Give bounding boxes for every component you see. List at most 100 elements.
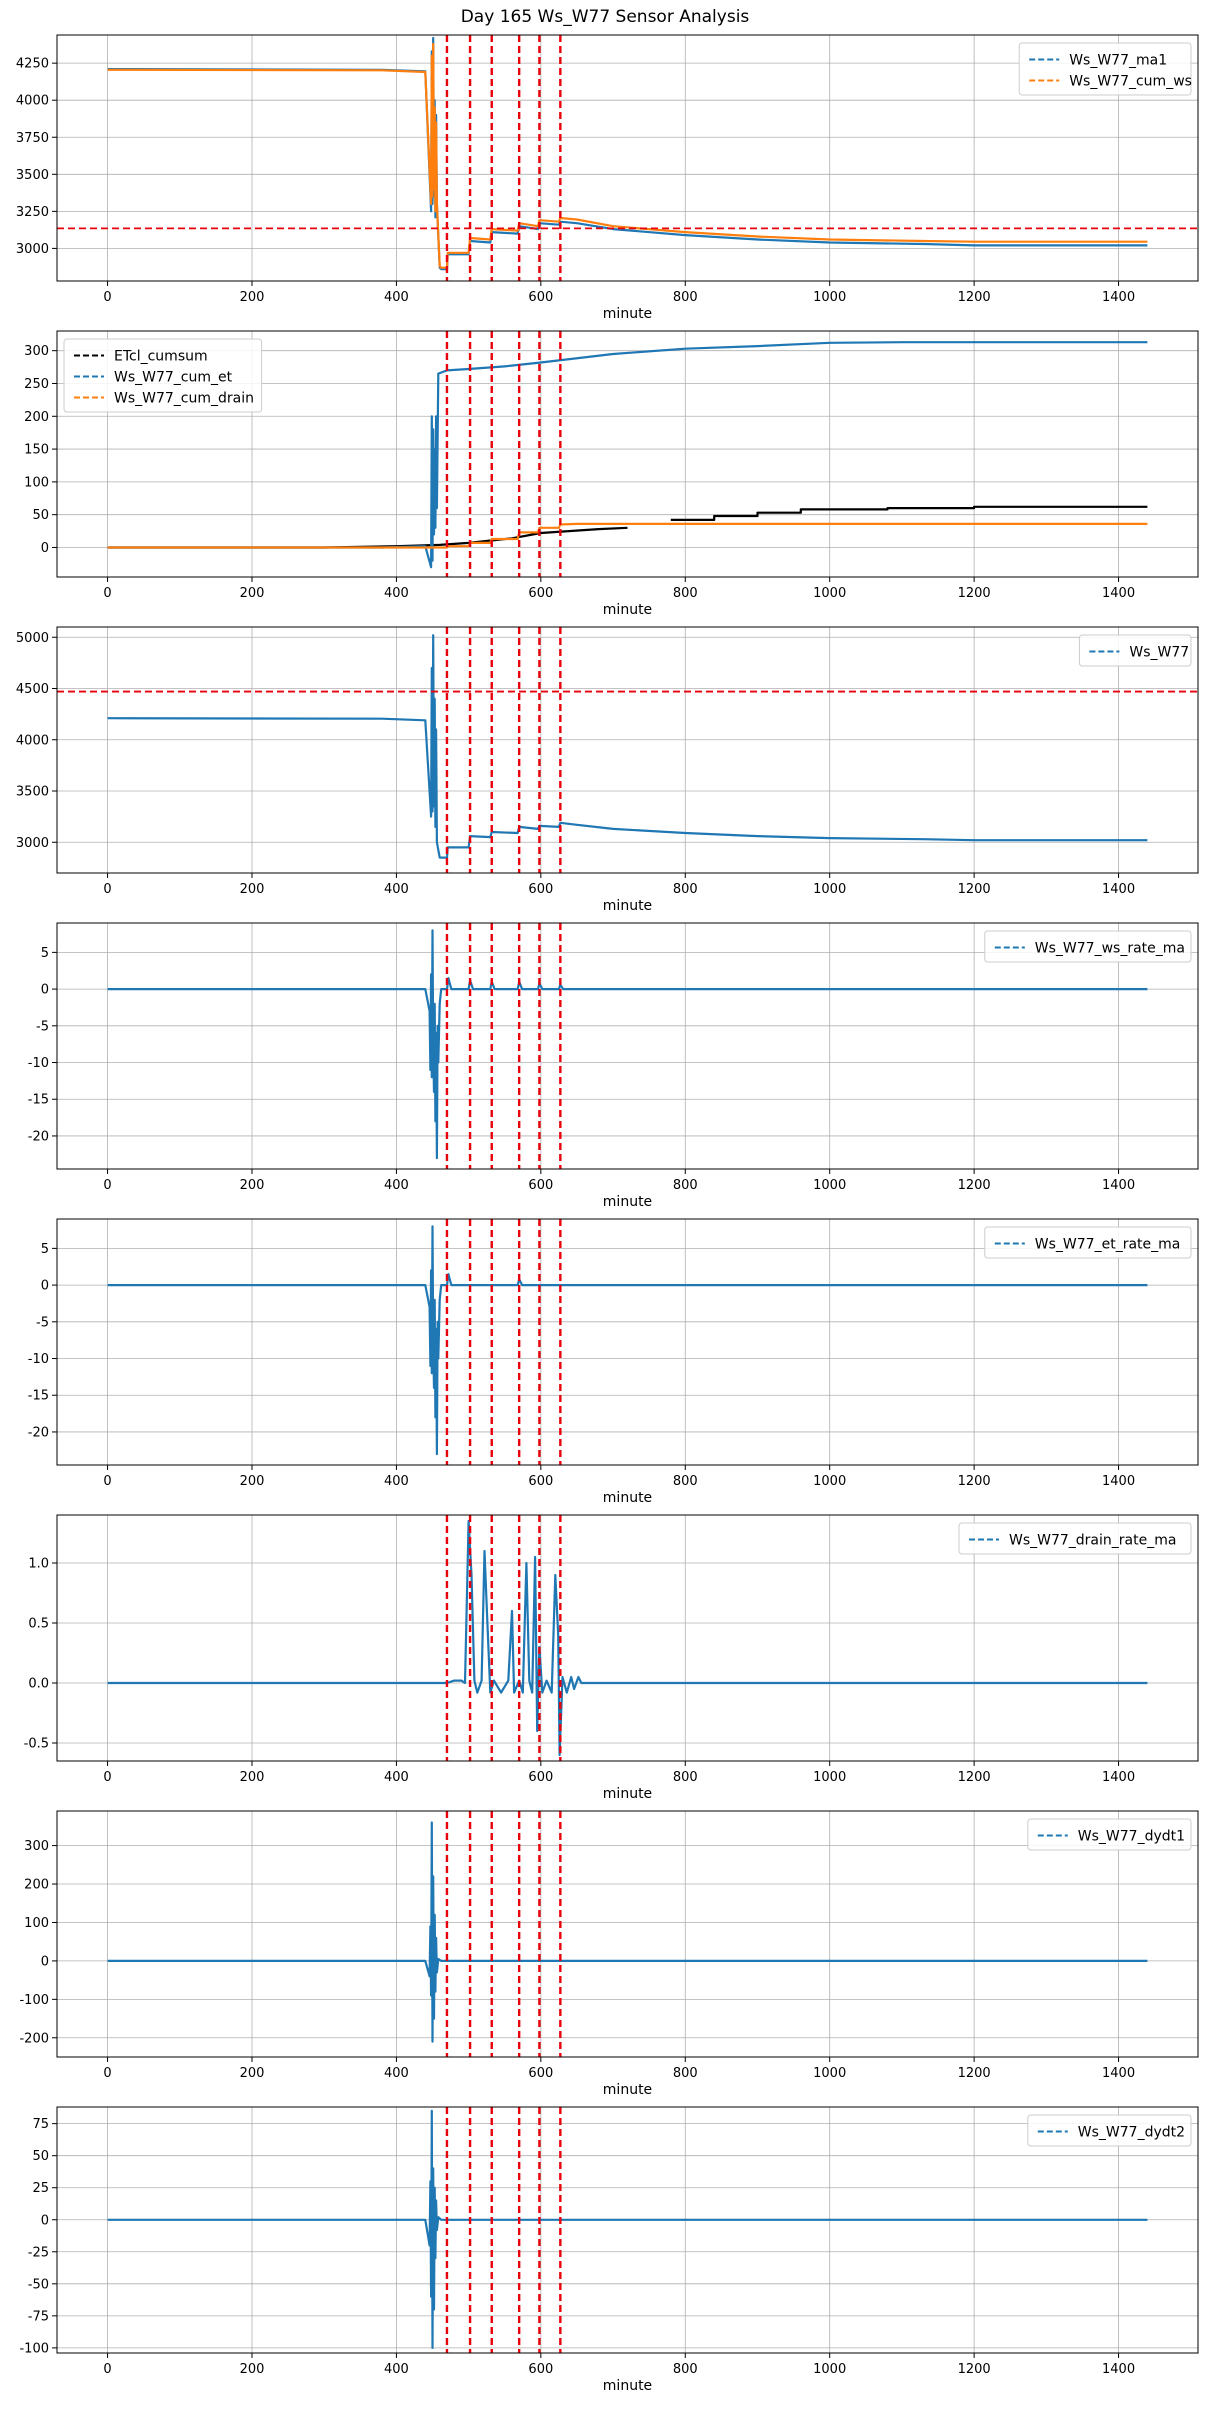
- series-line-Ws_W77_cum_et: [107, 341, 1148, 569]
- x-tick-label: 200: [240, 290, 265, 305]
- x-tick-label: 600: [528, 2066, 553, 2081]
- y-tick-label: 50: [32, 2149, 49, 2164]
- x-tick-label: 1200: [958, 2362, 991, 2377]
- chart-panel-4: 0 200 400 600 800 1000 1200 1400 5 0 -5 -10 -15 -20 mi…: [28, 922, 1199, 1210]
- y-tick-label: 200: [24, 410, 49, 425]
- x-tick-label: 800: [673, 1178, 698, 1193]
- x-tick-label: 800: [673, 2362, 698, 2377]
- plot-area: [57, 627, 1198, 873]
- legend-label: ETcl_cumsum: [114, 349, 208, 365]
- x-tick-label: 200: [240, 882, 265, 897]
- x-tick-label: 400: [384, 1770, 409, 1785]
- y-tick-label: -100: [19, 2341, 49, 2356]
- legend: Ws_W77_ws_rate_ma: [984, 930, 1192, 963]
- x-axis-label: minute: [603, 898, 652, 914]
- y-tick-label: -15: [28, 1093, 49, 1108]
- x-tick-label: 400: [384, 1178, 409, 1193]
- series-line-Ws_W77_cum_ws: [107, 42, 1148, 269]
- x-tick-label: 1200: [958, 882, 991, 897]
- y-tick-label: 0.5: [28, 1617, 49, 1632]
- chart-panel-1: 0 200 400 600 800 1000 1200 1400 3000 3250 3500 375…: [16, 34, 1199, 322]
- y-tick-label: 300: [24, 1839, 49, 1854]
- x-tick-label: 400: [384, 290, 409, 305]
- legend-box: [1027, 2114, 1192, 2147]
- y-tick-label: -20: [28, 1425, 49, 1440]
- y-tick-label: 4000: [16, 94, 49, 109]
- y-tick-label: -25: [28, 2245, 49, 2260]
- x-tick-label: 1200: [958, 1178, 991, 1193]
- series-line-Ws_W77_ma1: [107, 36, 1148, 271]
- legend-label: Ws_W77_et_rate_ma: [1035, 1237, 1181, 1253]
- x-tick-label: 0: [103, 2066, 111, 2081]
- plot-area: [107, 2107, 1148, 2353]
- x-tick-label: 800: [673, 586, 698, 601]
- x-tick-label: 200: [240, 1770, 265, 1785]
- x-tick-label: 0: [103, 1178, 111, 1193]
- y-tick-label: 150: [24, 443, 49, 458]
- x-tick-label: 0: [103, 586, 111, 601]
- y-tick-label: -5: [36, 1019, 49, 1034]
- x-tick-label: 600: [528, 882, 553, 897]
- x-tick-label: 1000: [813, 882, 846, 897]
- x-tick-label: 600: [528, 1178, 553, 1193]
- x-tick-label: 1400: [1102, 290, 1135, 305]
- y-tick-label: 100: [24, 1916, 49, 1931]
- y-tick-label: -200: [19, 2031, 49, 2046]
- y-tick-label: 0: [41, 983, 49, 998]
- chart-panel-2: 0 200 400 600 800 1000 1200 1400 0 50 100 150 200 250…: [24, 330, 1199, 618]
- y-tick-label: 3000: [16, 836, 49, 851]
- x-axis-label: minute: [603, 1194, 652, 1210]
- series-line-Ws_W77: [107, 634, 1148, 859]
- chart-panel-6: 0 200 400 600 800 1000 1200 1400 1.0 0.5 0.0 -0.5 mi…: [24, 1514, 1199, 1802]
- x-tick-label: 1200: [958, 1770, 991, 1785]
- y-tick-label: 3250: [16, 205, 49, 220]
- x-tick-label: 1200: [958, 290, 991, 305]
- x-tick-label: 400: [384, 1474, 409, 1489]
- series-line-Ws_W77_dydt1: [107, 1821, 1148, 2043]
- chart-panel-3: 0 200 400 600 800 1000 1200 1400 3000 3500 4000 450…: [16, 626, 1199, 914]
- chart-panel-8: 0 200 400 600 800 1000 1200 1400 75 50 25 0 -25 -50 -7…: [19, 2106, 1199, 2394]
- series-line-Ws_W77_drain_rate_ma: [107, 1519, 1148, 1757]
- y-tick-label: 250: [24, 377, 49, 392]
- x-tick-label: 600: [528, 586, 553, 601]
- axes-frame: [56, 626, 1199, 874]
- y-tick-label: -20: [28, 1129, 49, 1144]
- y-tick-label: -10: [28, 1056, 49, 1071]
- x-tick-label: 600: [528, 1770, 553, 1785]
- y-tick-label: 300: [24, 344, 49, 359]
- y-tick-label: 0.0: [28, 1677, 49, 1692]
- axes-frame: [56, 1514, 1199, 1762]
- x-tick-label: 200: [240, 2066, 265, 2081]
- y-tick-label: 0: [41, 1279, 49, 1294]
- x-tick-label: 1400: [1102, 1770, 1135, 1785]
- x-tick-label: 0: [103, 1474, 111, 1489]
- x-axis-label: minute: [603, 2082, 652, 2098]
- y-tick-label: 3000: [16, 242, 49, 257]
- x-tick-label: 1000: [813, 2362, 846, 2377]
- y-tick-label: 0: [41, 2213, 49, 2228]
- y-tick-label: 100: [24, 475, 49, 490]
- x-tick-label: 1400: [1102, 2066, 1135, 2081]
- x-axis-label: minute: [603, 2378, 652, 2394]
- x-tick-label: 600: [528, 1474, 553, 1489]
- plot-area: [107, 1219, 1148, 1465]
- y-tick-label: 5000: [16, 631, 49, 646]
- x-tick-label: 800: [673, 1474, 698, 1489]
- x-tick-label: 1200: [958, 2066, 991, 2081]
- legend-label: Ws_W77_dydt2: [1078, 2125, 1185, 2141]
- x-axis-label: minute: [603, 1490, 652, 1506]
- legend: Ws_W77_drain_rate_ma: [958, 1522, 1192, 1555]
- axes-frame: [56, 1810, 1199, 2058]
- x-tick-label: 1200: [958, 586, 991, 601]
- x-tick-label: 0: [103, 2362, 111, 2377]
- axes-frame: [56, 1218, 1199, 1466]
- series-line-Ws_W77_cum_drain: [107, 522, 1148, 549]
- y-tick-label: -15: [28, 1389, 49, 1404]
- legend: Ws_W77_dydt2: [1027, 2114, 1192, 2147]
- chart-panel-5: 0 200 400 600 800 1000 1200 1400 5 0 -5 -10 -15 -20 mi…: [28, 1218, 1199, 1506]
- plot-area: [107, 1515, 1148, 1761]
- x-axis-label: minute: [603, 306, 652, 322]
- x-tick-label: 800: [673, 290, 698, 305]
- x-tick-label: 1000: [813, 586, 846, 601]
- x-tick-label: 400: [384, 2362, 409, 2377]
